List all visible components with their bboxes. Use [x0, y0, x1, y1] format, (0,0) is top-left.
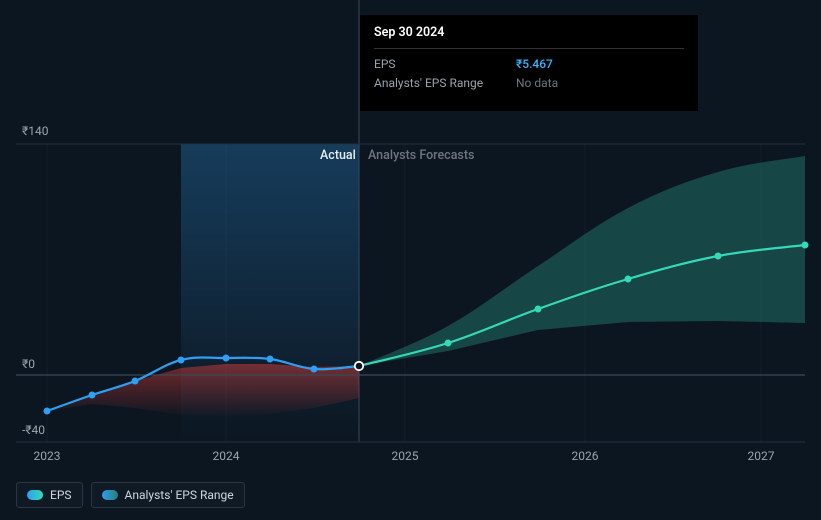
x-tick-2023: 2023 — [34, 449, 61, 463]
y-tick-0: ₹0 — [22, 357, 35, 371]
tooltip-label-range: Analysts' EPS Range — [374, 74, 486, 93]
x-tick-2024: 2024 — [213, 449, 240, 463]
tooltip-date: Sep 30 2024 — [374, 25, 684, 49]
tooltip-row-eps: EPS ₹5.467 — [374, 55, 684, 74]
tooltip-label-eps: EPS — [374, 55, 486, 74]
chart-tooltip: Sep 30 2024 EPS ₹5.467 Analysts' EPS Ran… — [360, 15, 698, 111]
legend-item-range[interactable]: Analysts' EPS Range — [91, 482, 245, 508]
y-tick-neg40: -₹40 — [22, 423, 45, 437]
tooltip-value-eps: ₹5.467 — [516, 55, 553, 74]
x-tick-2026: 2026 — [572, 449, 599, 463]
tooltip-row-range: Analysts' EPS Range No data — [374, 74, 684, 93]
eps-chart-container: { "chart": { "type": "line", "width": 82… — [0, 0, 821, 520]
forecast-section-label: Analysts Forecasts — [368, 148, 474, 163]
chart-legend: EPS Analysts' EPS Range — [16, 482, 245, 508]
actual-section-label: Actual — [320, 148, 356, 163]
legend-swatch-range — [102, 490, 118, 500]
x-tick-2025: 2025 — [392, 449, 419, 463]
tooltip-value-range: No data — [516, 74, 558, 93]
x-tick-2027: 2027 — [748, 449, 775, 463]
y-tick-140: ₹140 — [22, 124, 48, 138]
legend-swatch-eps — [27, 490, 43, 500]
legend-label-eps: EPS — [50, 488, 72, 502]
legend-item-eps[interactable]: EPS — [16, 482, 83, 508]
legend-label-range: Analysts' EPS Range — [125, 488, 234, 502]
